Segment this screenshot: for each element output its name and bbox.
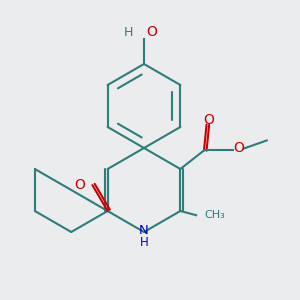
Text: H: H <box>140 236 148 248</box>
Text: CH₃: CH₃ <box>204 210 225 220</box>
Text: O: O <box>146 25 157 39</box>
Text: H: H <box>123 26 133 38</box>
Text: O: O <box>203 113 214 127</box>
Text: O: O <box>74 178 85 192</box>
Text: O: O <box>234 142 244 155</box>
Text: N: N <box>139 224 149 236</box>
